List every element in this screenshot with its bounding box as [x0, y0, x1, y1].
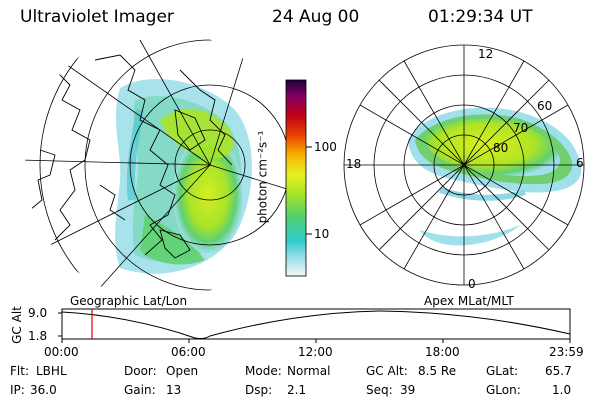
geo-panel-label: Geographic Lat/Lon	[70, 294, 188, 308]
altitude-xtick-1200: 12:00	[298, 345, 333, 359]
mlt-label-18: 18	[346, 157, 362, 171]
geo-longitude-grid	[25, 34, 291, 300]
apex-polar-panel	[343, 44, 585, 286]
header-date: 24 Aug 00	[272, 7, 360, 27]
altitude-plot-frame	[61, 308, 571, 340]
altitude-curve	[61, 310, 571, 340]
info-door-value: Open	[166, 364, 199, 378]
altitude-ytick-9: 9.0	[28, 306, 48, 320]
info-flt-value: LBHL	[36, 364, 67, 378]
apex-panel-label: Apex MLat/MLT	[424, 294, 514, 308]
info-gain-label: Gain:	[124, 383, 156, 397]
info-ip-value: 36.0	[30, 383, 57, 397]
info-gcalt-label: GC Alt:	[366, 364, 408, 378]
info-door-label: Door:	[124, 364, 157, 378]
altitude-xtick-0600: 06:00	[171, 345, 206, 359]
info-flt-label: Flt:	[10, 364, 29, 378]
mlt-label-12: 12	[478, 47, 494, 61]
info-gain-value: 13	[166, 383, 182, 397]
info-glat-label: GLat:	[486, 364, 519, 378]
mlt-label-6: 6	[576, 156, 584, 170]
header-time: 01:29:34 UT	[428, 7, 533, 27]
info-dsp-label: Dsp:	[245, 383, 273, 397]
info-glat-value: 65.7	[545, 364, 572, 378]
altitude-ytick-1.8: 1.8	[28, 329, 48, 343]
info-glon-label: GLon:	[486, 383, 521, 397]
geographic-map-panel	[25, 30, 295, 300]
instrument-title: Ultraviolet Imager	[20, 7, 174, 27]
info-mode-value: Normal	[287, 364, 331, 378]
geo-aurora-image	[115, 79, 252, 274]
info-ip-label: IP:	[10, 383, 25, 397]
colorbar-gradient	[285, 79, 307, 277]
info-mode-label: Mode:	[245, 364, 282, 378]
altitude-ylabel: GC Alt	[9, 306, 24, 344]
info-gcalt-value: 8.5 Re	[418, 364, 457, 378]
mlat-label-70: 70	[513, 121, 529, 135]
colorbar	[285, 79, 312, 277]
info-dsp-value: 2.1	[287, 383, 307, 397]
info-seq-label: Seq:	[366, 383, 393, 397]
apex-grid	[343, 44, 585, 286]
altitude-xtick-0000: 00:00	[44, 345, 79, 359]
info-glon-value: 1.0	[552, 383, 572, 397]
altitude-xtick-2359: 23:59	[549, 345, 584, 359]
mlat-label-80: 80	[493, 141, 509, 155]
colorbar-label-10: 10	[314, 227, 330, 241]
colorbar-label-100: 100	[314, 140, 337, 154]
mlat-label-60: 60	[537, 99, 553, 113]
apex-aurora-image	[408, 107, 582, 246]
geo-latitude-grid	[25, 30, 295, 300]
mlt-label-0: 0	[468, 277, 476, 291]
altitude-plot	[58, 308, 571, 343]
altitude-xtick-1800: 18:00	[425, 345, 460, 359]
colorbar-unit-label: photon cm⁻²s⁻¹	[255, 130, 270, 224]
info-seq-value: 39	[400, 383, 416, 397]
